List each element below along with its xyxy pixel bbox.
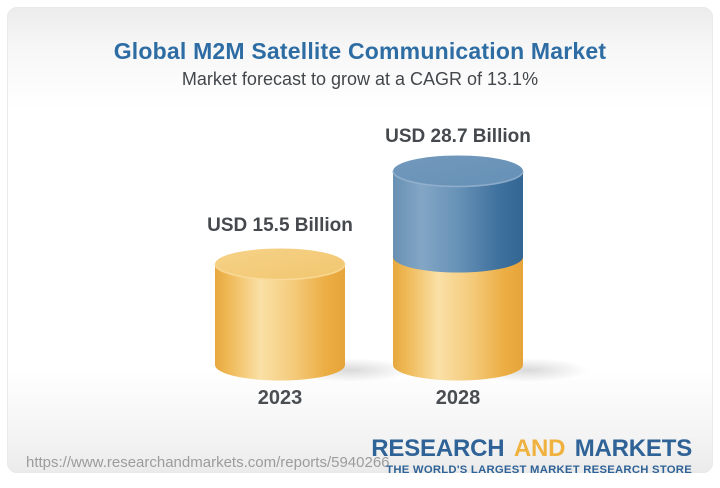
bar-2023 <box>214 248 346 381</box>
value-label-2028: USD 28.7 Billion <box>385 126 531 147</box>
infographic-card: Global M2M Satellite Communication Marke… <box>7 7 713 476</box>
axis-label-2023: 2023 <box>257 387 303 409</box>
page-title: Global M2M Satellite Communication Marke… <box>113 38 607 64</box>
logo-wordmark: RESEARCH AND MARKETS <box>371 437 692 461</box>
axis-label-2028: 2028 <box>435 387 481 409</box>
logo-tagline: THE WORLD'S LARGEST MARKET RESEARCH STOR… <box>386 464 692 476</box>
bar-2028 <box>392 155 524 381</box>
cylinder-bar-chart <box>214 155 588 382</box>
page-subtitle: Market forecast to grow at a CAGR of 13.… <box>181 69 539 89</box>
logo-word-research: RESEARCH <box>371 435 505 462</box>
research-and-markets-logo: RESEARCH AND MARKETS THE WORLD'S LARGEST… <box>371 437 692 476</box>
logo-word-markets: MARKETS <box>574 435 692 462</box>
report-url: https://www.researchandmarkets.com/repor… <box>26 454 390 471</box>
value-label-2023: USD 15.5 Billion <box>207 215 353 236</box>
logo-word-and: AND <box>513 435 566 462</box>
